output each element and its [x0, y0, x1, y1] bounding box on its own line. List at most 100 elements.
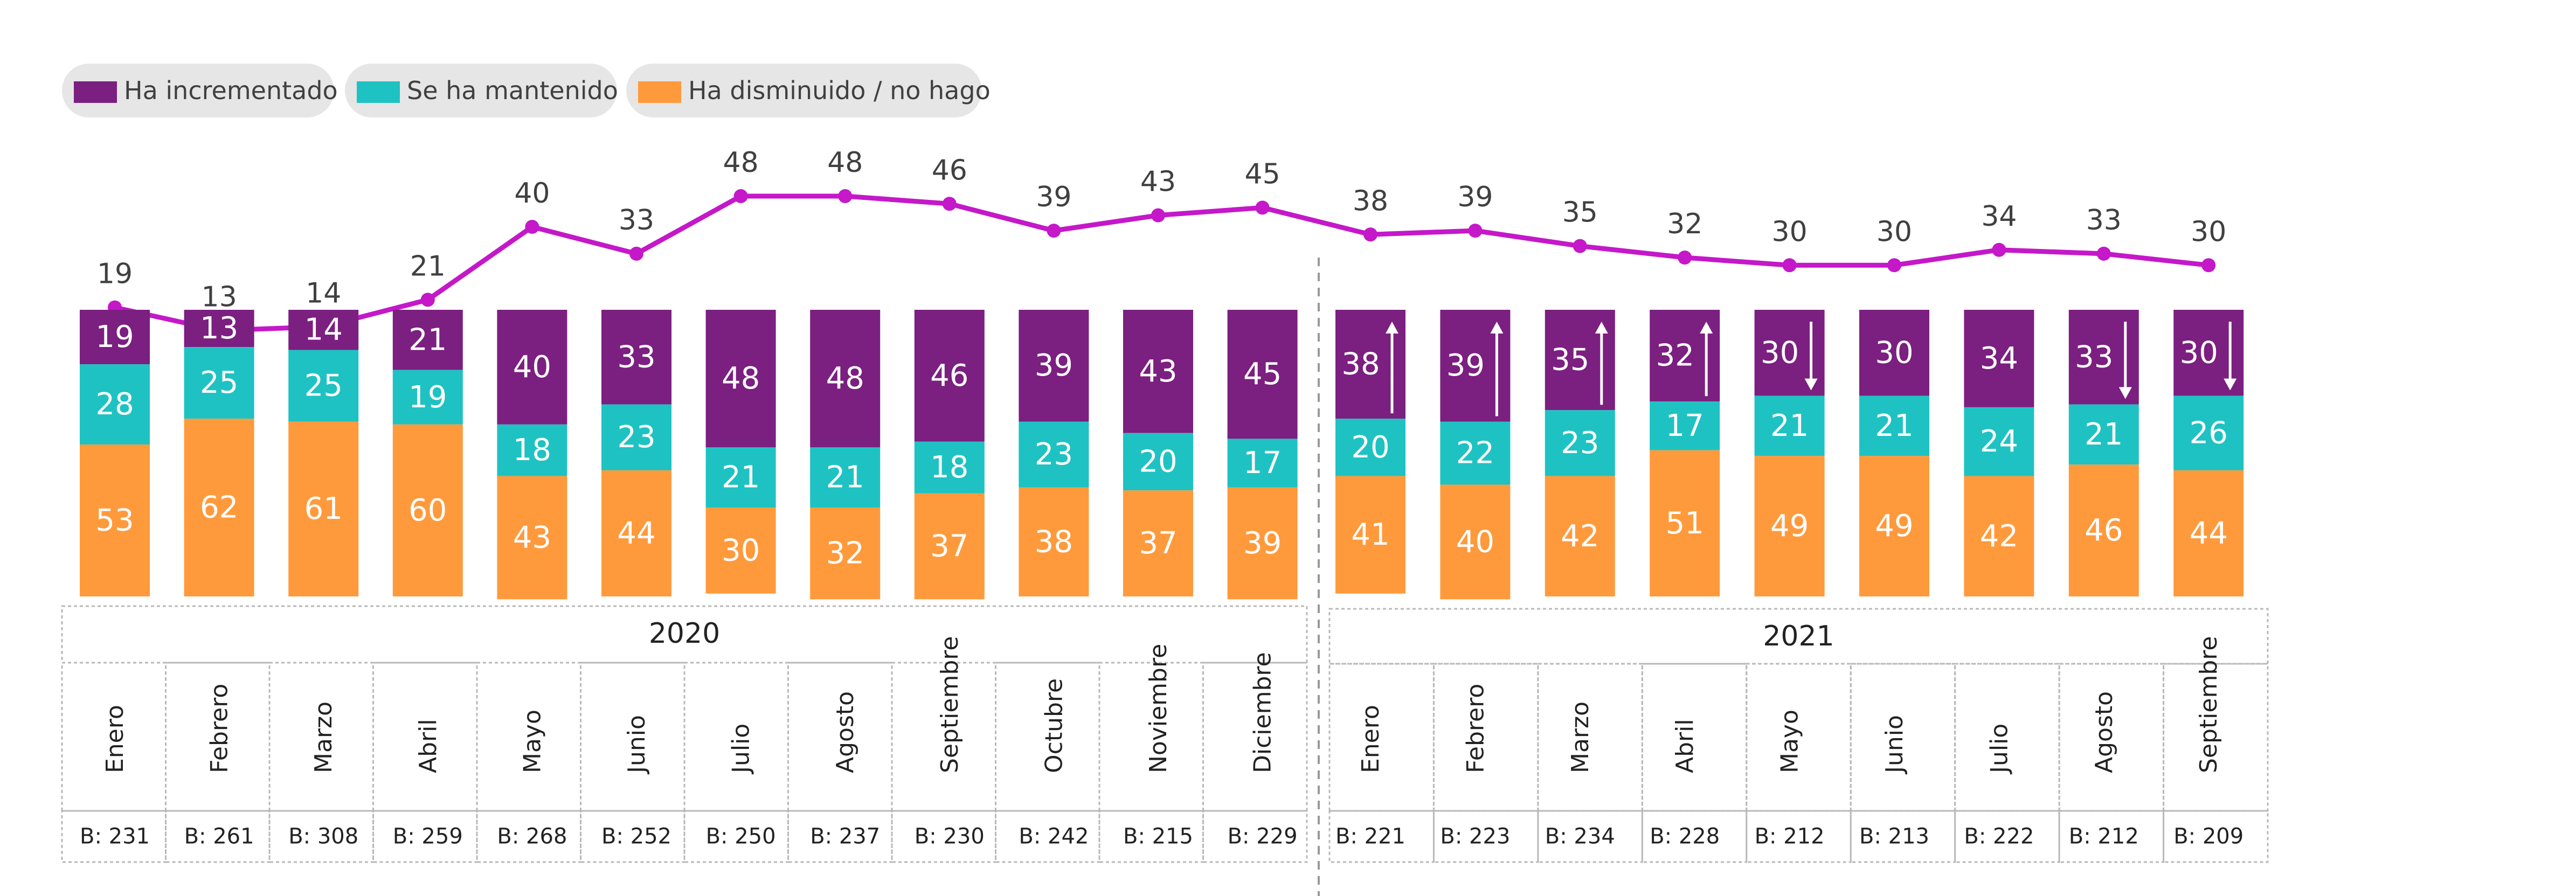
- bar-segment-increased: [705, 310, 776, 448]
- base-label: B: 212: [2069, 824, 2139, 849]
- bar-stack: 48 21 32: [810, 310, 881, 600]
- bar-label-increased: 32: [1656, 338, 1694, 373]
- bar-label-decreased: 49: [1770, 509, 1809, 544]
- bar-segment-increased: [601, 310, 671, 405]
- month-label: Abril: [1671, 719, 1699, 773]
- bar-label-decreased: 42: [1561, 519, 1599, 554]
- year-label: 2020: [649, 617, 720, 650]
- month-label: Febrero: [206, 684, 233, 773]
- trend-point: [1782, 258, 1797, 273]
- bar-segment-decreased: [2068, 464, 2139, 596]
- bar-label-decreased: 60: [408, 493, 447, 528]
- trend-point-label: 45: [1245, 158, 1280, 190]
- bar-label-increased: 39: [1446, 348, 1485, 383]
- base-cell: [1432, 810, 1539, 863]
- bar-segment-maintained: [80, 364, 150, 445]
- month-label: Agosto: [832, 691, 859, 773]
- bar-segment-maintained: [288, 350, 359, 422]
- month-label: Mayo: [1776, 710, 1804, 773]
- bar-label-maintained: 21: [2085, 417, 2123, 452]
- month-label: Junio: [1881, 715, 1908, 775]
- base-cell: [2163, 810, 2269, 863]
- trend-arrow-up-icon: [1490, 322, 1504, 334]
- base-label: B: 215: [1123, 824, 1193, 849]
- bar-label-increased: 33: [2075, 339, 2113, 374]
- bar-label-maintained: 17: [1666, 408, 1704, 443]
- bar-label-decreased: 40: [1456, 524, 1494, 559]
- trend-point-label: 34: [1981, 200, 2017, 233]
- base-label: B: 222: [1964, 824, 2034, 849]
- bar-label-increased: 30: [1761, 335, 1799, 370]
- month-table: 2020 Enero B: 231 Febrero B: 261 Marzo B: 308 A…: [61, 605, 2269, 863]
- base-cell: [1328, 810, 1435, 863]
- bar-label-maintained: 23: [617, 420, 655, 455]
- trend-point: [1047, 224, 1061, 238]
- month-label: Julio: [1985, 724, 2013, 775]
- trend-arrow-down-icon: [1804, 378, 1818, 391]
- bar-label-increased: 13: [200, 311, 238, 346]
- bar-label-increased: 46: [930, 358, 968, 393]
- bar-label-decreased: 46: [2085, 513, 2123, 548]
- bar-label-decreased: 51: [1666, 506, 1704, 541]
- base-label: B: 250: [706, 824, 776, 849]
- bar-segment-increased: [184, 310, 254, 348]
- trend-point: [1573, 239, 1587, 253]
- bar-label-increased: 35: [1551, 343, 1589, 378]
- month-cell: [1746, 663, 1852, 812]
- bar-label-maintained: 23: [1561, 426, 1599, 461]
- bar-label-increased: 21: [408, 322, 447, 357]
- bar-segment-decreased: [1123, 490, 1193, 596]
- trend-point-label: 38: [1353, 185, 1388, 217]
- month-cell: [1328, 663, 1435, 812]
- trend-point: [1468, 224, 1483, 238]
- year-header-cell: [1328, 608, 2269, 665]
- trend-point: [2201, 258, 2216, 273]
- month-cell: [1432, 663, 1539, 812]
- bar-segment-decreased: [1019, 487, 1089, 596]
- bar-segment-decreased: [184, 419, 254, 596]
- bar-segment-decreased: [601, 470, 671, 596]
- trend-point: [1887, 258, 1901, 273]
- trend-line-layer: 19 13 14 21 40 33 48 48 46 39 43 45 38 39 35 32 30 30 34 33…: [97, 147, 2226, 338]
- bar-label-increased: 48: [826, 361, 864, 396]
- bar-label-maintained: 26: [2190, 415, 2228, 450]
- trend-point-label: 33: [619, 204, 654, 237]
- base-label: B: 308: [288, 824, 358, 849]
- bar-label-decreased: 42: [1980, 519, 2018, 554]
- bar-segment-maintained: [1123, 433, 1193, 491]
- trend-point: [2096, 246, 2111, 261]
- bar-segment-maintained: [1545, 410, 1615, 476]
- table-block-2020: 2020 Enero B: 231 Febrero B: 261 Marzo B: 308 A…: [61, 605, 1308, 863]
- stacked-bars-layer: 19 28 53 13 25 62 14 25 61 21 19 60 40 18 43 33 23 44 48 21…: [80, 258, 2244, 896]
- trend-arrow-up-icon: [1700, 322, 1713, 334]
- trend-point-label: 43: [1140, 166, 1176, 198]
- bar-label-maintained: 18: [513, 433, 551, 468]
- bar-label-maintained: 25: [200, 365, 238, 400]
- trend-point: [420, 293, 435, 307]
- base-label: B: 209: [2173, 824, 2243, 849]
- bar-segment-increased: [810, 310, 881, 448]
- month-label: Marzo: [1567, 701, 1594, 773]
- month-label: Enero: [1357, 705, 1384, 773]
- bar-stack: 21 19 60: [392, 310, 463, 596]
- bar-segment-decreased: [705, 508, 776, 594]
- base-label: B: 234: [1545, 824, 1615, 849]
- legend-pill: [62, 64, 334, 117]
- month-label: Junio: [623, 715, 650, 775]
- month-cell: [2163, 663, 2269, 812]
- base-cell: [1954, 810, 2060, 863]
- legend-label: Ha disminuido / no hago: [688, 76, 991, 105]
- bar-segment-decreased: [1227, 487, 1298, 600]
- base-label: B: 212: [1755, 824, 1825, 849]
- base-label: B: 237: [810, 824, 880, 849]
- bar-segment-increased: [497, 310, 567, 425]
- trend-point-label: 32: [1667, 208, 1702, 240]
- bar-stack: 33 21 46: [2068, 310, 2139, 596]
- bar-segment-maintained: [184, 347, 254, 419]
- bar-segment-increased: [1227, 310, 1298, 439]
- bar-label-increased: 14: [304, 312, 343, 348]
- bar-segment-decreased: [1545, 476, 1615, 596]
- base-cell: [1641, 810, 1748, 863]
- base-label: B: 229: [1228, 824, 1298, 849]
- bar-segment-maintained: [2173, 395, 2244, 470]
